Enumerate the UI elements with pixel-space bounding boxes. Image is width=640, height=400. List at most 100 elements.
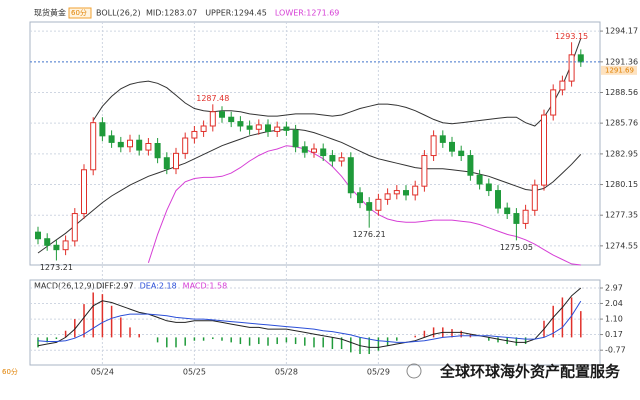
candle-body: [44, 238, 51, 246]
y-tick-label: 1282.95: [605, 149, 638, 158]
candle-body: [274, 126, 281, 132]
macd-line: [37, 300, 582, 343]
candle-body: [403, 190, 409, 196]
candle-body: [117, 141, 124, 148]
watermark-icon: [406, 363, 422, 379]
y-tick-label: -0.77: [605, 346, 626, 355]
y-tick-label: 1277.35: [605, 211, 638, 220]
candle-body: [35, 231, 41, 240]
band-line: [147, 145, 581, 266]
candle-body: [292, 129, 299, 148]
candle-body: [357, 192, 363, 204]
candle-body: [366, 202, 373, 211]
y-tick-label: 1288.56: [605, 88, 638, 97]
candle-body: [430, 135, 437, 157]
y-tick-label: 1280.15: [605, 180, 638, 189]
candle-body: [127, 139, 133, 148]
candle-body: [99, 122, 106, 137]
candle-body: [53, 244, 60, 251]
candle-body: [200, 125, 207, 132]
candle-body: [439, 135, 446, 143]
candle-body: [62, 240, 69, 251]
y-tick-label: 1.10: [605, 315, 623, 324]
candle-body: [209, 111, 216, 127]
candle-body: [513, 213, 520, 224]
candle-body: [173, 152, 179, 170]
candle-body: [449, 141, 455, 152]
candle-body: [412, 185, 419, 196]
symbol: 现货黄金: [34, 8, 66, 18]
price-panel: [29, 21, 601, 266]
legend-entry: MACD:1.58: [183, 282, 228, 291]
last-price-box: [601, 65, 637, 75]
period: 60分: [71, 8, 87, 17]
low-label: 1273.21: [40, 263, 73, 272]
macd-line: [37, 287, 582, 348]
candle-body: [154, 143, 161, 159]
candle-body: [136, 139, 143, 151]
candle-body: [393, 190, 400, 195]
x-tick-label: 05/29: [367, 368, 390, 377]
legend-entry: DEA:2.18: [140, 282, 177, 291]
candle-body: [347, 157, 354, 194]
y-tick-label: 1285.76: [605, 119, 638, 128]
high-label: 1293.15: [555, 32, 588, 41]
candle-body: [550, 89, 557, 116]
x-tick-label: 05/24: [91, 368, 114, 377]
band-line: [37, 128, 582, 254]
candle-body: [246, 125, 253, 130]
legend-entry: UPPER:1294.45: [205, 9, 267, 18]
low-label: 1275.05: [500, 243, 533, 252]
candle-body: [81, 169, 87, 215]
y-tick-label: 2.97: [605, 283, 623, 292]
candle-body: [568, 54, 575, 82]
y-tick-label: 1294.17: [605, 27, 638, 36]
candle-body: [476, 174, 483, 185]
candle-body: [283, 126, 290, 131]
y-tick-label: 0.17: [605, 330, 623, 339]
candle-body: [384, 193, 391, 200]
watermark: 全球环球海外资产配置服务: [439, 363, 621, 381]
y-tick-label: 1274.55: [605, 241, 638, 250]
candle-body: [421, 155, 428, 187]
candle-body: [182, 137, 189, 154]
candle-body: [559, 80, 566, 91]
legend-entry: LOWER:1271.69: [275, 9, 340, 18]
candle-body: [219, 111, 225, 118]
high-label: 1287.48: [196, 94, 229, 103]
y-tick-label: 1291.36: [605, 57, 638, 66]
candle-body: [495, 190, 501, 209]
candle-body: [329, 155, 336, 162]
candle-body: [163, 157, 170, 170]
candle-body: [531, 184, 538, 211]
band-line: [92, 38, 582, 127]
period-footer: 60分: [2, 367, 18, 376]
candle-body: [301, 146, 308, 153]
candle-body: [228, 116, 235, 123]
candle-body: [191, 130, 198, 139]
period-box: [68, 7, 92, 19]
macd-panel: [29, 279, 601, 366]
legend-entry: DIFF:2.97: [96, 282, 134, 291]
candle-body: [375, 198, 382, 211]
candle-body: [320, 148, 327, 157]
candle-body: [467, 155, 474, 176]
indicator: BOLL(26,2): [96, 9, 141, 18]
candle-body: [311, 148, 317, 153]
macd-title: MACD(26,12,9): [34, 282, 95, 291]
x-tick-label: 05/25: [183, 368, 206, 377]
candle-body: [541, 114, 547, 186]
candle-body: [255, 124, 262, 130]
candle-body: [90, 122, 97, 171]
candle-body: [522, 209, 529, 224]
y-tick-label: 2.04: [605, 299, 623, 308]
candle-body: [458, 150, 465, 157]
candle-body: [265, 124, 271, 132]
candle-body: [108, 135, 115, 143]
candle-body: [237, 121, 244, 127]
candle-body: [71, 213, 78, 242]
legend-entry: MID:1283.07: [146, 9, 197, 18]
last-price: 1291.69: [605, 66, 634, 74]
